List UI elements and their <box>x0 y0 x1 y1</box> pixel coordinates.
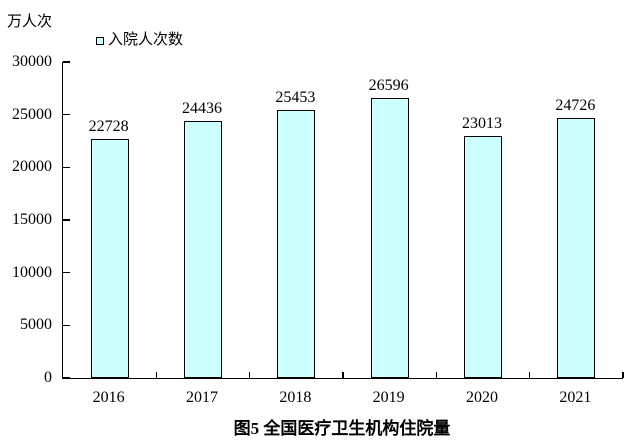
chart-title: 图5 全国医疗卫生机构住院量 <box>233 419 451 438</box>
y-axis-tick <box>63 377 70 379</box>
y-axis-tick-label: 30000 <box>12 53 52 70</box>
y-axis-tick-label: 0 <box>44 369 52 386</box>
x-axis-tick-label: 2020 <box>466 389 498 406</box>
bar-value-label: 24726 <box>555 96 596 114</box>
y-axis-tick <box>63 113 70 116</box>
bar-value-label: 23013 <box>462 114 502 132</box>
plot-area <box>62 61 624 379</box>
bar <box>370 97 409 378</box>
x-axis-tick-label: 2018 <box>279 389 312 406</box>
x-axis-tick-label: 2017 <box>186 389 218 406</box>
legend-marker-icon <box>96 36 104 45</box>
legend-label: 入院人次数 <box>108 32 184 48</box>
y-axis-tick-label: 15000 <box>12 211 52 228</box>
bar <box>184 120 222 378</box>
bar <box>90 138 129 378</box>
y-axis-tick-label: 25000 <box>12 105 52 123</box>
bar-value-label: 26596 <box>368 76 409 94</box>
x-axis-tick <box>435 372 438 378</box>
bar-value-label: 22728 <box>88 117 129 135</box>
x-axis-tick-label: 2016 <box>92 389 125 406</box>
bar <box>464 135 502 378</box>
y-axis-tick-label: 20000 <box>12 158 52 176</box>
bar-value-label: 25453 <box>275 88 316 106</box>
y-axis-tick <box>63 166 70 169</box>
y-axis-tick <box>63 61 70 63</box>
x-axis-tick <box>528 372 531 378</box>
x-axis-tick <box>622 372 624 378</box>
legend: 入院人次数 <box>96 31 183 49</box>
x-axis-tick <box>342 372 344 378</box>
y-axis-tick-label: 10000 <box>12 263 52 281</box>
x-axis-tick-label: 2021 <box>559 389 592 406</box>
x-axis-tick <box>248 372 251 378</box>
y-axis-tick <box>63 324 70 327</box>
x-axis-tick <box>155 372 158 378</box>
bar <box>277 109 316 378</box>
bar-value-label: 24436 <box>182 99 222 117</box>
y-axis-unit-label: 万人次 <box>7 14 53 30</box>
bar <box>557 117 596 378</box>
y-axis-tick <box>63 219 70 221</box>
y-axis-tick <box>63 271 70 274</box>
x-axis-tick-label: 2019 <box>372 389 405 406</box>
y-axis-tick-label: 5000 <box>20 316 52 334</box>
